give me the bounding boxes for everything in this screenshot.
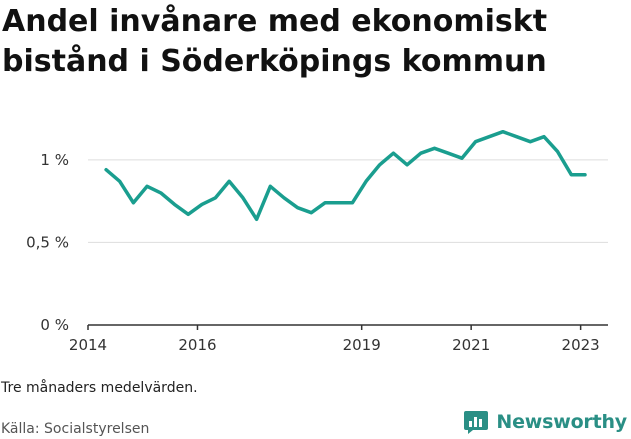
- data-point: [569, 172, 574, 177]
- data-point: [254, 217, 259, 222]
- data-point: [268, 184, 273, 189]
- data-point: [213, 195, 218, 200]
- data-point: [117, 179, 122, 184]
- data-point: [295, 205, 300, 210]
- gridlines: [88, 159, 608, 243]
- y-tick-label: 0 %: [40, 316, 69, 334]
- data-point: [350, 200, 355, 205]
- series-layer: [104, 129, 588, 222]
- data-point: [473, 139, 478, 144]
- data-point: [145, 184, 150, 189]
- data-point: [405, 162, 410, 167]
- data-point: [240, 195, 245, 200]
- data-point: [459, 156, 464, 161]
- data-point: [555, 149, 560, 154]
- data-point: [500, 129, 505, 134]
- x-tick-label: 2019: [343, 336, 381, 354]
- data-point: [528, 139, 533, 144]
- data-point: [541, 134, 546, 139]
- brand-logo[interactable]: Newsworthy: [463, 409, 627, 435]
- data-point: [104, 167, 109, 172]
- x-tick-label: 2023: [562, 336, 600, 354]
- source-label: Källa: Socialstyrelsen: [1, 421, 150, 437]
- data-point: [514, 134, 519, 139]
- x-tick-label: 2016: [178, 336, 216, 354]
- chart-note: Tre månaders medelvärden.: [1, 380, 198, 396]
- data-point: [418, 151, 423, 156]
- data-point: [172, 202, 177, 207]
- data-point: [158, 190, 163, 195]
- x-tick-label: 2021: [452, 336, 490, 354]
- data-point: [131, 200, 136, 205]
- data-point: [281, 195, 286, 200]
- data-point: [583, 172, 588, 177]
- data-point: [199, 202, 204, 207]
- data-point: [432, 146, 437, 151]
- data-point: [446, 151, 451, 156]
- data-point: [487, 134, 492, 139]
- newsworthy-logo-icon: [463, 409, 489, 435]
- x-tick-label: 2014: [69, 336, 107, 354]
- data-point: [377, 162, 382, 167]
- data-point: [309, 210, 314, 215]
- data-point: [186, 212, 191, 217]
- chart-title: Andel invånare med ekonomiskt bistånd i …: [2, 4, 548, 79]
- y-tick-label: 1 %: [40, 151, 69, 169]
- data-point: [323, 200, 328, 205]
- series-line-0: [104, 129, 587, 222]
- data-point: [336, 200, 341, 205]
- data-point: [227, 179, 232, 184]
- y-axis-ticks: 0 % 0,5 % 1 %: [26, 151, 69, 334]
- data-point: [364, 179, 369, 184]
- data-point: [391, 151, 396, 156]
- y-tick-label: 0,5 %: [26, 233, 69, 251]
- brand-name: Newsworthy: [496, 411, 627, 433]
- x-axis: 2014 2016 2019 2021 2023: [69, 324, 608, 354]
